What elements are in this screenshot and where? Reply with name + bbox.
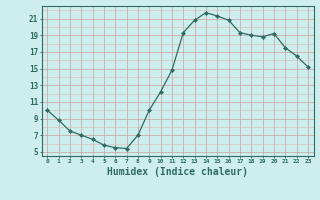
X-axis label: Humidex (Indice chaleur): Humidex (Indice chaleur) — [107, 167, 248, 177]
